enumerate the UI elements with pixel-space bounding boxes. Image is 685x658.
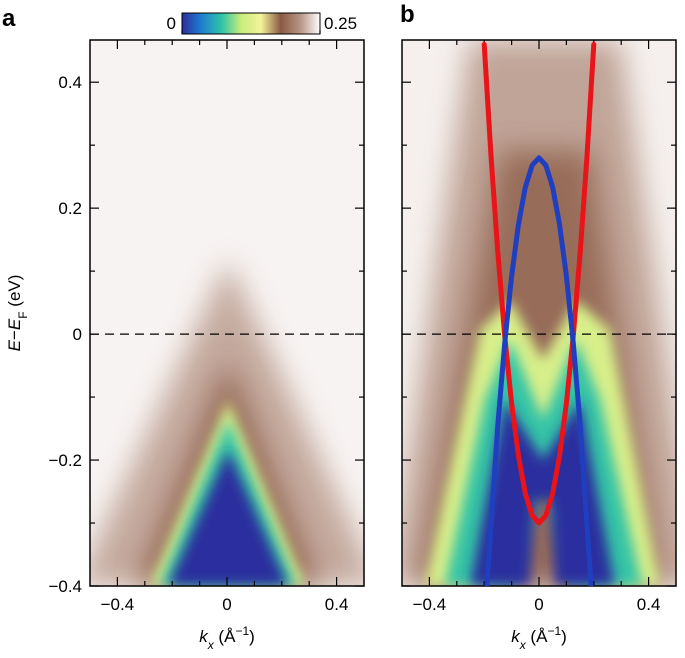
x-axis-label: kx (Å−1): [511, 624, 567, 652]
y-tick-label: 0.4: [58, 73, 82, 92]
colorbar: [181, 12, 321, 35]
x-tick-label: −0.4: [413, 595, 447, 614]
x-tick-label: 0: [534, 595, 543, 614]
y-axis-label-part: −: [5, 330, 24, 340]
colorbar-tick-label: 0.25: [324, 14, 357, 33]
panel-label: b: [400, 1, 415, 28]
band-curve: [484, 155, 594, 586]
x-axis-label-part: (Å: [214, 627, 236, 646]
y-axis-label-part: E: [5, 339, 24, 351]
y-tick-label: 0.2: [58, 199, 82, 218]
x-tick-label: 0.4: [637, 595, 661, 614]
x-axis-label-part: ): [249, 627, 255, 646]
x-axis-label-part: (Å: [526, 627, 548, 646]
y-axis-label-part: E: [5, 318, 24, 330]
colorbar-tick-label: 0: [167, 14, 176, 33]
y-axis-label-part: F: [16, 311, 30, 318]
x-tick-label: 0: [222, 595, 231, 614]
x-tick-label: 0.4: [325, 595, 349, 614]
x-axis-label-part: k: [511, 627, 521, 646]
x-axis-label-part: k: [199, 627, 209, 646]
y-axis-label: E−EF (eV): [5, 275, 30, 352]
x-axis-label: kx (Å−1): [199, 624, 255, 652]
x-axis-label-part: ): [561, 627, 567, 646]
band-curve: [481, 41, 597, 526]
x-axis-label-part: −1: [547, 624, 561, 638]
y-tick-label: 0: [73, 325, 82, 344]
intensity-map: [402, 40, 676, 586]
x-axis-label-part: x: [519, 638, 527, 652]
x-tick-label: −0.4: [101, 595, 135, 614]
x-axis-label-part: −1: [235, 624, 249, 638]
y-tick-label: −0.4: [48, 577, 82, 596]
x-axis-label-part: x: [207, 638, 215, 652]
panel-label: a: [2, 5, 16, 32]
intensity-map: [90, 40, 364, 586]
y-axis-label-part: (eV): [5, 275, 24, 312]
y-tick-label: −0.2: [48, 451, 82, 470]
